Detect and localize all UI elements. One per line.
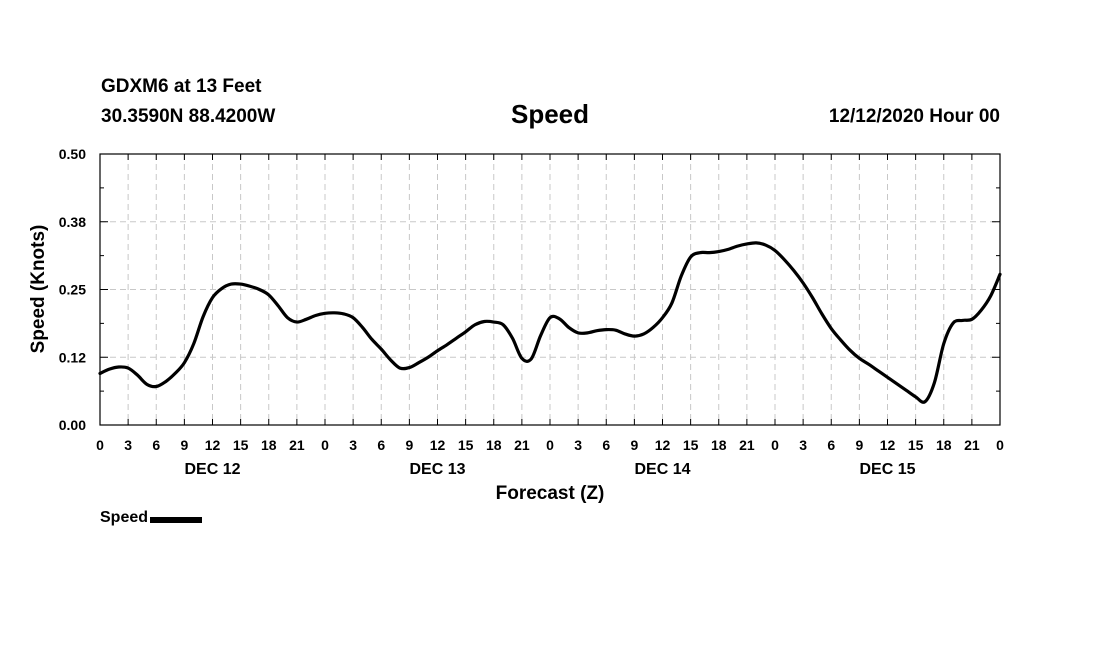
x-tick-label: 9 — [630, 437, 638, 453]
y-tick-label: 0.12 — [59, 349, 86, 365]
day-label: DEC 15 — [859, 461, 915, 478]
chart-title: Speed — [510, 99, 590, 129]
series-line-speed — [98, 241, 1002, 404]
y-tick-label: 0.25 — [59, 282, 86, 298]
x-tick-label: 21 — [739, 437, 755, 453]
x-tick-label: 21 — [514, 437, 530, 453]
x-tick-label: 3 — [574, 437, 582, 453]
x-tick-label: 15 — [233, 437, 249, 453]
x-tick-label: 15 — [458, 437, 474, 453]
x-tick-label: 0 — [546, 437, 554, 453]
x-tick-label: 12 — [205, 437, 221, 453]
x-tick-label: 18 — [261, 437, 277, 453]
x-tick-label: 0 — [996, 437, 1004, 453]
day-label: DEC 12 — [184, 461, 240, 478]
x-tick-label: 0 — [771, 437, 779, 453]
coordinates-label: 30.3590N 88.4200W — [101, 106, 276, 127]
x-tick-label: 12 — [430, 437, 446, 453]
x-tick-label: 15 — [683, 437, 699, 453]
legend: Speed — [100, 509, 203, 527]
x-tick-label: 0 — [96, 437, 104, 453]
x-tick-label: 18 — [936, 437, 952, 453]
legend-swatch — [150, 517, 203, 523]
x-tick-label: 0 — [321, 437, 329, 453]
x-axis-label: Forecast (Z) — [495, 483, 605, 504]
x-tick-label: 9 — [180, 437, 188, 453]
x-tick-label: 18 — [711, 437, 727, 453]
y-axis-label: Speed (Knots) — [28, 225, 49, 354]
x-tick-label: 6 — [377, 437, 385, 453]
x-tick-label: 15 — [908, 437, 924, 453]
x-tick-label: 3 — [349, 437, 357, 453]
station-label: GDXM6 at 13 Feet — [101, 76, 262, 97]
x-tick-label: 21 — [289, 437, 305, 453]
run-time-label: 12/12/2020 Hour 00 — [828, 106, 1000, 127]
day-label: DEC 13 — [409, 461, 465, 478]
y-tick-label: 0.50 — [59, 146, 86, 162]
legend-label: Speed — [100, 509, 149, 526]
x-tick-label: 18 — [486, 437, 502, 453]
tick-labels: 0 3 6 9 12 15 18 21 0 3 6 9 12 15 18 21 0 3 6 9 12 15 18 21 0 3 6 9… — [59, 146, 1004, 478]
x-tick-label: 9 — [405, 437, 413, 453]
y-tick-label: 0.38 — [59, 214, 86, 230]
x-tick-label: 6 — [152, 437, 160, 453]
x-tick-label: 6 — [827, 437, 835, 453]
x-tick-label: 21 — [964, 437, 980, 453]
series-layer — [98, 241, 1002, 404]
y-tick-label: 0.00 — [59, 417, 86, 433]
x-tick-label: 3 — [124, 437, 132, 453]
grid — [100, 154, 1000, 425]
x-tick-label: 12 — [655, 437, 671, 453]
x-tick-label: 12 — [880, 437, 896, 453]
x-tick-label: 6 — [602, 437, 610, 453]
day-label: DEC 14 — [634, 461, 690, 478]
ticks — [99, 153, 1001, 426]
x-tick-label: 9 — [855, 437, 863, 453]
x-tick-label: 3 — [799, 437, 807, 453]
